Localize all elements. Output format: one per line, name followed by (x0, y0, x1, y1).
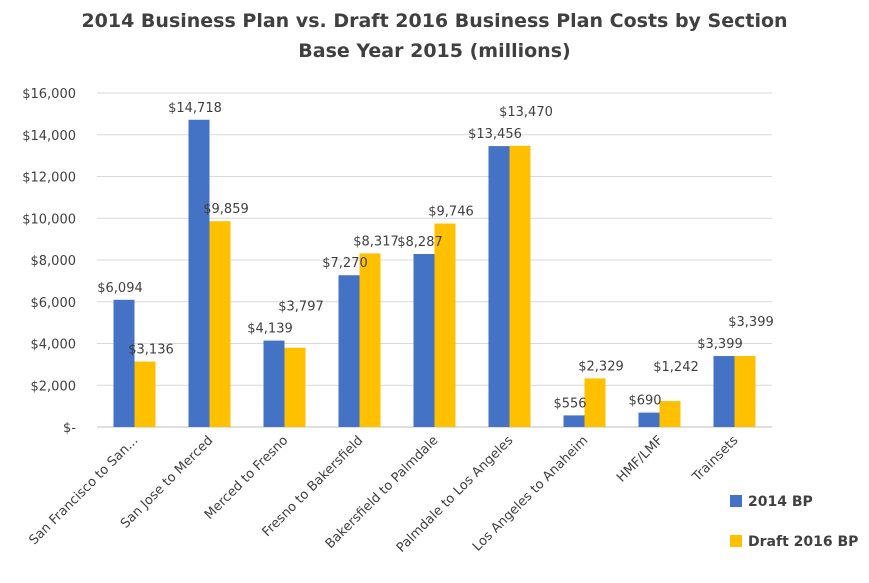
bar-2014-bp (338, 275, 360, 427)
data-label: $2,329 (578, 359, 624, 374)
data-label: $8,287 (397, 235, 443, 250)
category-label: San Francisco to San... (26, 433, 141, 548)
data-label: $8,317 (353, 234, 399, 249)
data-label: $4,139 (247, 322, 293, 337)
y-tick-label: $2,000 (31, 379, 77, 394)
y-tick-label: $14,000 (22, 129, 76, 144)
bar-draft-2016-bp (284, 347, 306, 427)
bar-2014-bp (113, 299, 135, 427)
category-label: HMF/LMF (614, 433, 666, 485)
bar-2014-bp (413, 254, 435, 427)
legend-label: Draft 2016 BP (748, 534, 858, 550)
data-label: $3,797 (278, 300, 324, 315)
bar-draft-2016-bp (734, 356, 756, 427)
data-label: $690 (628, 394, 661, 409)
y-tick-label: $4,000 (31, 338, 77, 353)
bar-draft-2016-bp (509, 145, 531, 427)
data-label: $3,399 (697, 337, 743, 352)
data-label: $14,718 (168, 101, 222, 116)
bar-2014-bp (488, 146, 510, 427)
chart-title: 2014 Business Plan vs. Draft 2016 Busine… (81, 10, 788, 32)
y-tick-label: $6,000 (31, 296, 77, 311)
y-tick-label: $- (63, 421, 76, 436)
bar-2014-bp (263, 340, 285, 427)
legend-label: 2014 BP (748, 494, 813, 510)
data-label: $7,270 (322, 256, 368, 271)
bar-2014-bp (563, 415, 585, 427)
bar-draft-2016-bp (659, 401, 681, 427)
data-label: $6,094 (97, 281, 143, 296)
bar-2014-bp (638, 412, 660, 427)
bar-draft-2016-bp (359, 253, 381, 427)
data-label: $3,136 (128, 343, 174, 358)
bar-draft-2016-bp (434, 223, 456, 427)
data-label: $3,399 (728, 315, 774, 330)
y-tick-label: $8,000 (31, 254, 77, 269)
bar-draft-2016-bp (584, 378, 606, 427)
category-label: Trainsets (689, 433, 741, 485)
legend-swatch (730, 535, 742, 547)
data-label: $13,470 (499, 105, 553, 120)
bar-draft-2016-bp (134, 361, 156, 427)
bar-2014-bp (188, 119, 210, 427)
chart-subtitle: Base Year 2015 (millions) (298, 40, 571, 62)
data-label: $556 (553, 396, 586, 411)
bar-2014-bp (713, 356, 735, 427)
data-label: $9,859 (203, 202, 249, 217)
data-label: $9,746 (428, 205, 474, 220)
y-tick-label: $10,000 (22, 212, 76, 227)
data-label: $1,242 (653, 360, 699, 375)
legend-swatch (730, 495, 742, 507)
y-tick-label: $16,000 (22, 87, 76, 102)
bar-draft-2016-bp (209, 221, 231, 427)
data-label: $13,456 (468, 127, 522, 142)
category-label: Merced to Fresno (202, 433, 292, 523)
y-tick-label: $12,000 (22, 171, 76, 186)
